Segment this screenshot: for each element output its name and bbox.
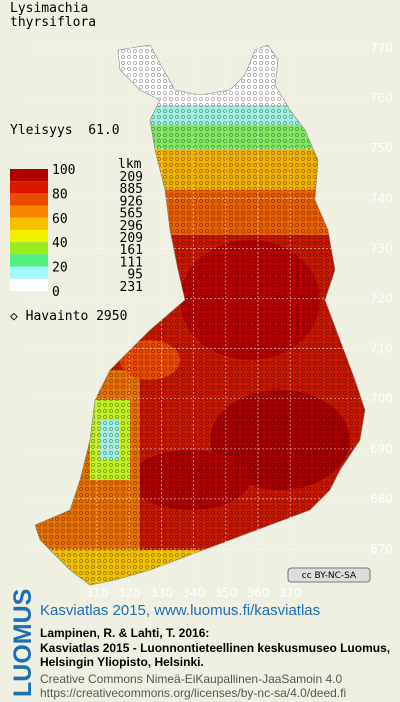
grid-label: 730 [370, 241, 393, 255]
logo: LUOMUS [9, 589, 37, 697]
legend-header: lkm [118, 157, 142, 172]
legend-class: 0 [52, 285, 60, 300]
grid-label: 700 [370, 392, 393, 406]
license: Creative Commons Nimeä-EiKaupallinen-Jaa… [40, 672, 342, 686]
grid-label: 740 [370, 191, 393, 205]
legend-count: 885 [120, 182, 143, 197]
grid-label: 720 [370, 292, 393, 306]
grid-label: 680 [370, 492, 393, 506]
license-badge-text: cc BY-NC-SA [302, 571, 357, 581]
grid-label: 310 [86, 586, 109, 600]
grid-label: 320 [118, 586, 141, 600]
legend-swatch [10, 169, 48, 182]
legend-swatch [10, 254, 48, 267]
legend-swatch [10, 230, 48, 243]
footer-heading: Kasviatlas 2015, www.luomus.fi/kasviatla… [40, 602, 320, 619]
species-name: thyrsiflora [10, 15, 96, 30]
species-name: Lysimachia [10, 1, 88, 16]
grid-label: 770 [370, 41, 393, 55]
grid-label: 750 [370, 141, 393, 155]
legend-swatch [10, 242, 48, 255]
legend-count: 161 [120, 243, 143, 258]
legend-class: 60 [52, 212, 68, 227]
citation: Lampinen, R. & Lahti, T. 2016: [40, 626, 209, 640]
citation: Kasviatlas 2015 - Luonnontieteellinen ke… [40, 641, 390, 655]
grid-label: 710 [370, 342, 393, 356]
legend-count: 296 [120, 219, 143, 234]
legend-swatch [10, 181, 48, 194]
legend-count: 209 [120, 231, 143, 246]
grid-label: 370 [279, 586, 302, 600]
legend-swatch [10, 278, 48, 291]
legend-class: 80 [52, 187, 68, 202]
grid-label: 330 [150, 586, 173, 600]
grid-label: 670 [370, 542, 393, 556]
grid-label: 350 [214, 586, 237, 600]
legend-count: 565 [120, 207, 143, 222]
map-area [35, 45, 365, 585]
license-badge [287, 567, 371, 583]
citation: Helsingin Yliopisto, Helsinki. [40, 655, 204, 669]
legend-class: 100 [52, 163, 75, 178]
grid-label: 760 [370, 91, 393, 105]
legend-count: 926 [120, 194, 143, 209]
legend-swatch [10, 266, 48, 279]
license: https://creativecommons.org/licenses/by-… [40, 686, 346, 700]
legend-count: 111 [120, 255, 143, 270]
legend-count: 209 [120, 170, 143, 185]
grid-label: 360 [247, 586, 270, 600]
legend-count: 95 [127, 268, 143, 283]
legend-swatch [10, 217, 48, 230]
grid-label: 340 [182, 586, 205, 600]
legend-swatch [10, 193, 48, 206]
legend-swatch [10, 205, 48, 218]
observation-count: ◇ Havainto 2950 [10, 309, 127, 324]
legend-count: 231 [120, 280, 143, 295]
legend-class: 40 [52, 236, 68, 251]
legend-class: 20 [52, 261, 68, 276]
grid-label: 690 [370, 442, 393, 456]
frequency: Yleisyys 61.0 [10, 123, 120, 138]
